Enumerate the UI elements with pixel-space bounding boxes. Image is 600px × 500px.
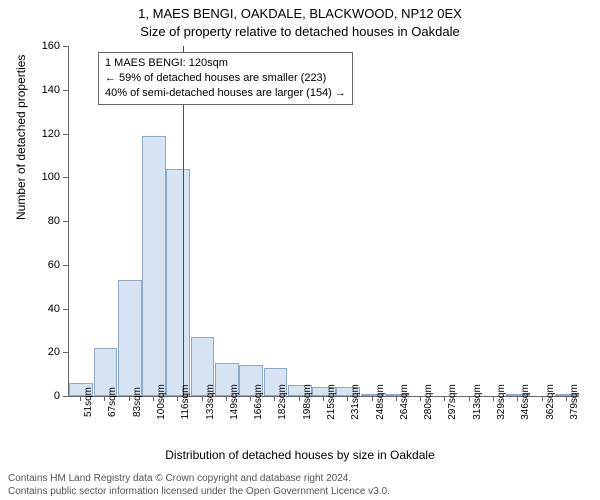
footer-line1: Contains HM Land Registry data © Crown c…	[8, 473, 390, 486]
x-tick-mark	[444, 396, 445, 401]
y-tick-label: 60	[28, 259, 60, 271]
chart-container: 1, MAES BENGI, OAKDALE, BLACKWOOD, NP12 …	[0, 0, 600, 500]
x-tick-label: 248sqm	[375, 384, 386, 420]
x-tick-label: 100sqm	[156, 384, 167, 420]
x-tick-mark	[469, 396, 470, 401]
y-tick-mark	[63, 396, 68, 397]
annotation-box: 1 MAES BENGI: 120sqm ← 59% of detached h…	[98, 52, 353, 105]
x-tick-mark	[226, 396, 227, 401]
x-tick-label: 67sqm	[107, 387, 118, 417]
x-tick-mark	[153, 396, 154, 401]
bar	[142, 136, 166, 396]
x-tick-mark	[274, 396, 275, 401]
annotation-line3: 40% of semi-detached houses are larger (…	[105, 86, 346, 101]
x-tick-label: 149sqm	[229, 384, 240, 420]
y-tick-mark	[63, 177, 68, 178]
y-tick-label: 0	[28, 390, 60, 402]
chart-area: 51sqm67sqm83sqm100sqm116sqm133sqm149sqm1…	[68, 46, 578, 396]
annotation-line1: 1 MAES BENGI: 120sqm	[105, 56, 346, 71]
y-tick-mark	[63, 221, 68, 222]
y-tick-mark	[63, 46, 68, 47]
y-tick-mark	[63, 352, 68, 353]
x-tick-mark	[347, 396, 348, 401]
x-tick-mark	[566, 396, 567, 401]
x-tick-label: 182sqm	[277, 384, 288, 420]
x-tick-label: 264sqm	[399, 384, 410, 420]
y-tick-label: 140	[28, 84, 60, 96]
x-tick-mark	[517, 396, 518, 401]
y-tick-label: 160	[28, 40, 60, 52]
x-tick-mark	[177, 396, 178, 401]
x-tick-mark	[80, 396, 81, 401]
x-tick-label: 313sqm	[472, 384, 483, 420]
x-tick-label: 215sqm	[326, 384, 337, 420]
y-axis-label: Number of detached properties	[14, 55, 28, 220]
x-tick-label: 379sqm	[569, 384, 580, 420]
x-tick-label: 231sqm	[350, 384, 361, 420]
x-tick-label: 329sqm	[496, 384, 507, 420]
footer: Contains HM Land Registry data © Crown c…	[8, 473, 390, 498]
x-tick-label: 297sqm	[447, 384, 458, 420]
chart-title-address: 1, MAES BENGI, OAKDALE, BLACKWOOD, NP12 …	[0, 6, 600, 21]
y-tick-label: 20	[28, 346, 60, 358]
y-tick-label: 120	[28, 128, 60, 140]
y-tick-label: 80	[28, 215, 60, 227]
x-tick-mark	[372, 396, 373, 401]
x-tick-mark	[323, 396, 324, 401]
x-tick-label: 83sqm	[132, 387, 143, 417]
y-tick-label: 40	[28, 303, 60, 315]
x-tick-label: 198sqm	[302, 384, 313, 420]
x-tick-label: 280sqm	[423, 384, 434, 420]
x-tick-label: 133sqm	[205, 384, 216, 420]
x-tick-mark	[299, 396, 300, 401]
y-tick-mark	[63, 134, 68, 135]
x-axis-label: Distribution of detached houses by size …	[0, 448, 600, 462]
x-tick-mark	[129, 396, 130, 401]
x-tick-mark	[250, 396, 251, 401]
bar	[166, 169, 190, 397]
x-tick-mark	[420, 396, 421, 401]
x-tick-mark	[542, 396, 543, 401]
x-tick-label: 51sqm	[83, 387, 94, 417]
x-tick-mark	[104, 396, 105, 401]
x-tick-label: 166sqm	[253, 384, 264, 420]
footer-line2: Contains public sector information licen…	[8, 486, 390, 499]
chart-title-subtitle: Size of property relative to detached ho…	[0, 24, 600, 39]
y-tick-mark	[63, 309, 68, 310]
x-tick-mark	[396, 396, 397, 401]
annotation-line2: ← 59% of detached houses are smaller (22…	[105, 71, 346, 86]
x-tick-label: 362sqm	[545, 384, 556, 420]
x-tick-label: 116sqm	[180, 385, 191, 420]
x-tick-label: 346sqm	[520, 384, 531, 420]
y-tick-label: 100	[28, 171, 60, 183]
x-tick-mark	[202, 396, 203, 401]
y-tick-mark	[63, 90, 68, 91]
x-tick-mark	[493, 396, 494, 401]
bar	[118, 280, 142, 396]
y-tick-mark	[63, 265, 68, 266]
